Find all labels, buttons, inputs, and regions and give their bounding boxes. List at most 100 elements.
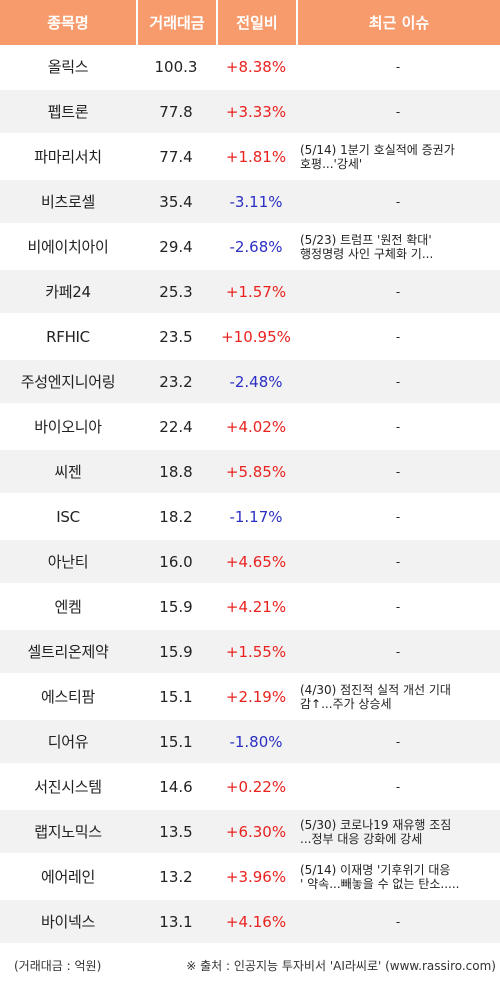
daily-change: +3.33% bbox=[216, 90, 296, 135]
recent-issue: - bbox=[296, 90, 500, 135]
trading-volume: 15.1 bbox=[136, 675, 216, 720]
trading-volume: 77.4 bbox=[136, 135, 216, 180]
issue-line-1: (5/14) 1분기 호실적에 증권가 bbox=[300, 142, 455, 157]
table-row: 아난티 16.0 +4.65% - bbox=[0, 540, 500, 585]
recent-issue: (5/30) 코로나19 재유행 조짐 ...정부 대응 강화에 강세 bbox=[296, 810, 500, 855]
recent-issue: (5/23) 트럼프 '원전 확대' 행정명령 사인 구체화 기... bbox=[296, 225, 500, 270]
stock-name: 바이오니아 bbox=[0, 405, 136, 450]
table-row: 에어레인 13.2 +3.96% (5/14) 이재명 '기후위기 대응 ' 약속...… bbox=[0, 855, 500, 900]
recent-issue: - bbox=[296, 585, 500, 630]
table-row: 바이오니아 22.4 +4.02% - bbox=[0, 405, 500, 450]
trading-volume: 35.4 bbox=[136, 180, 216, 225]
stock-name: 셀트리온제약 bbox=[0, 630, 136, 675]
stock-name: 주성엔지니어링 bbox=[0, 360, 136, 405]
daily-change: -3.11% bbox=[216, 180, 296, 225]
daily-change: +10.95% bbox=[216, 315, 296, 360]
table-body: 올릭스 100.3 +8.38% - 펩트론 77.8 +3.33% - 파마리서치 77.4 +1… bbox=[0, 45, 500, 945]
table-row: 비에이치아이 29.4 -2.68% (5/23) 트럼프 '원전 확대' 행정명령 사… bbox=[0, 225, 500, 270]
daily-change: +2.19% bbox=[216, 675, 296, 720]
stock-name: 카페24 bbox=[0, 270, 136, 315]
stock-name: 펩트론 bbox=[0, 90, 136, 135]
stock-name: 씨젠 bbox=[0, 450, 136, 495]
issue-line-2: 호평...'강세' bbox=[300, 156, 363, 171]
table-row: 셀트리온제약 15.9 +1.55% - bbox=[0, 630, 500, 675]
recent-issue: - bbox=[296, 450, 500, 495]
stock-name: 랩지노믹스 bbox=[0, 810, 136, 855]
issue-line-2: 행정명령 사인 구체화 기... bbox=[300, 246, 434, 261]
recent-issue: (4/30) 점진적 실적 개선 기대 감↑...주가 상승세 bbox=[296, 675, 500, 720]
trading-volume: 100.3 bbox=[136, 45, 216, 90]
recent-issue: (5/14) 이재명 '기후위기 대응 ' 약속...빼놓을 수 없는 탄소...… bbox=[296, 855, 500, 900]
trading-volume: 25.3 bbox=[136, 270, 216, 315]
recent-issue: (5/14) 1분기 호실적에 증권가 호평...'강세' bbox=[296, 135, 500, 180]
table-row: 주성엔지니어링 23.2 -2.48% - bbox=[0, 360, 500, 405]
table-row: 엔켐 15.9 +4.21% - bbox=[0, 585, 500, 630]
recent-issue: - bbox=[296, 495, 500, 540]
header-recent-issue: 최근 이슈 bbox=[296, 0, 500, 45]
issue-line-1: (4/30) 점진적 실적 개선 기대 bbox=[300, 682, 451, 697]
daily-change: +5.85% bbox=[216, 450, 296, 495]
trading-volume: 13.1 bbox=[136, 900, 216, 945]
trading-volume: 18.2 bbox=[136, 495, 216, 540]
daily-change: +6.30% bbox=[216, 810, 296, 855]
issue-line-2: ' 약속...빼놓을 수 없는 탄소..... bbox=[300, 876, 460, 891]
recent-issue: - bbox=[296, 45, 500, 90]
stock-name: 디어유 bbox=[0, 720, 136, 765]
table-row: RFHIC 23.5 +10.95% - bbox=[0, 315, 500, 360]
trading-volume: 13.5 bbox=[136, 810, 216, 855]
daily-change: +1.55% bbox=[216, 630, 296, 675]
trading-volume: 77.8 bbox=[136, 90, 216, 135]
stock-name: ISC bbox=[0, 495, 136, 540]
table-row: 펩트론 77.8 +3.33% - bbox=[0, 90, 500, 135]
trading-volume: 23.5 bbox=[136, 315, 216, 360]
trading-volume: 13.2 bbox=[136, 855, 216, 900]
trading-volume: 15.1 bbox=[136, 720, 216, 765]
stock-name: 아난티 bbox=[0, 540, 136, 585]
table-row: 카페24 25.3 +1.57% - bbox=[0, 270, 500, 315]
stock-name: 비에이치아이 bbox=[0, 225, 136, 270]
stock-name: 올릭스 bbox=[0, 45, 136, 90]
unit-note: (거래대금 : 억원) bbox=[14, 959, 102, 973]
trading-volume: 18.8 bbox=[136, 450, 216, 495]
trading-volume: 15.9 bbox=[136, 630, 216, 675]
table-row: 파마리서치 77.4 +1.81% (5/14) 1분기 호실적에 증권가 호평...'… bbox=[0, 135, 500, 180]
table-header: 종목명 거래대금 전일비 최근 이슈 bbox=[0, 0, 500, 45]
header-daily-change: 전일비 bbox=[216, 0, 296, 45]
table-row: 씨젠 18.8 +5.85% - bbox=[0, 450, 500, 495]
recent-issue: - bbox=[296, 315, 500, 360]
daily-change: +4.65% bbox=[216, 540, 296, 585]
daily-change: -1.80% bbox=[216, 720, 296, 765]
table-row: 랩지노믹스 13.5 +6.30% (5/30) 코로나19 재유행 조짐 ...정부 … bbox=[0, 810, 500, 855]
header-trading-volume: 거래대금 bbox=[136, 0, 216, 45]
daily-change: +4.21% bbox=[216, 585, 296, 630]
recent-issue: - bbox=[296, 630, 500, 675]
daily-change: +1.57% bbox=[216, 270, 296, 315]
trading-volume: 22.4 bbox=[136, 405, 216, 450]
trading-volume: 23.2 bbox=[136, 360, 216, 405]
stock-name: 엔켐 bbox=[0, 585, 136, 630]
recent-issue: - bbox=[296, 765, 500, 810]
table-row: 비츠로셀 35.4 -3.11% - bbox=[0, 180, 500, 225]
daily-change: -1.17% bbox=[216, 495, 296, 540]
table-row: 디어유 15.1 -1.80% - bbox=[0, 720, 500, 765]
table-row: 올릭스 100.3 +8.38% - bbox=[0, 45, 500, 90]
table-row: ISC 18.2 -1.17% - bbox=[0, 495, 500, 540]
daily-change: +8.38% bbox=[216, 45, 296, 90]
daily-change: -2.48% bbox=[216, 360, 296, 405]
daily-change: +4.16% bbox=[216, 900, 296, 945]
header-stock-name: 종목명 bbox=[0, 0, 136, 45]
issue-line-1: (5/14) 이재명 '기후위기 대응 bbox=[300, 862, 451, 877]
daily-change: +1.81% bbox=[216, 135, 296, 180]
stock-name: 비츠로셀 bbox=[0, 180, 136, 225]
stock-name: 파마리서치 bbox=[0, 135, 136, 180]
recent-issue: - bbox=[296, 360, 500, 405]
footer: (거래대금 : 억원) ※ 출처 : 인공지능 투자비서 'AI라씨로' (ww… bbox=[0, 955, 500, 975]
stock-name: 서진시스템 bbox=[0, 765, 136, 810]
issue-line-2: 감↑...주가 상승세 bbox=[300, 696, 392, 711]
recent-issue: - bbox=[296, 900, 500, 945]
stock-ranking-table: 종목명 거래대금 전일비 최근 이슈 올릭스 100.3 +8.38% - 펩트론 77.… bbox=[0, 0, 500, 945]
stock-name: 에스티팜 bbox=[0, 675, 136, 720]
daily-change: +3.96% bbox=[216, 855, 296, 900]
trading-volume: 15.9 bbox=[136, 585, 216, 630]
